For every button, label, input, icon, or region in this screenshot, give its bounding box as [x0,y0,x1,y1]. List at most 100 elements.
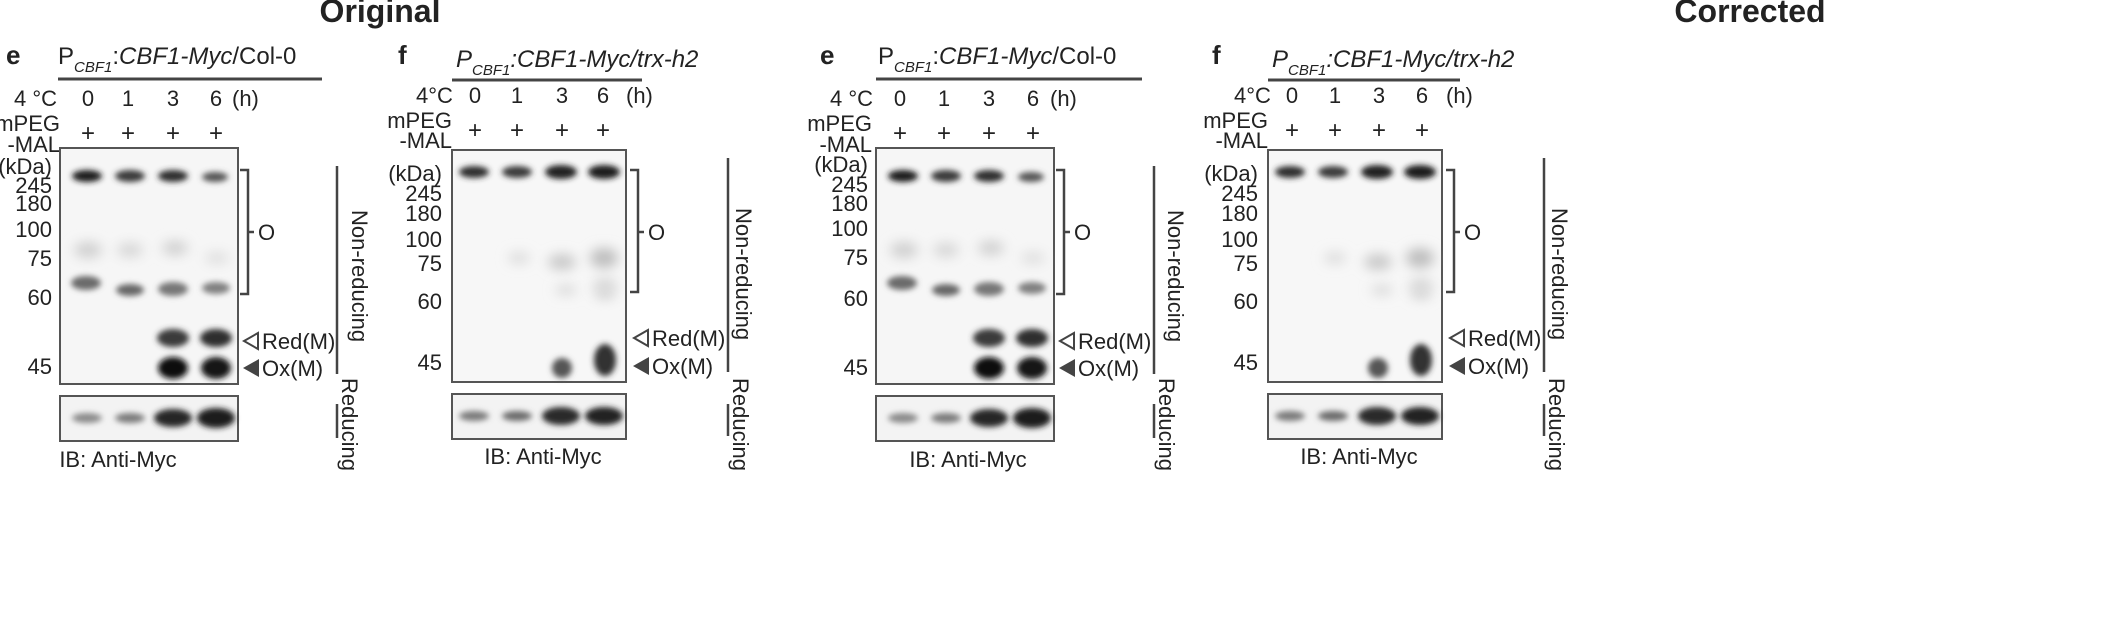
time-point-0h: 0 [1286,83,1298,108]
reagent-label-line1: mPEG [387,108,452,133]
bands-60kda [1371,285,1432,299]
time-point-3h: 3 [1373,83,1385,108]
panel-letter: e [820,40,834,70]
bands-oligomer [508,248,618,291]
temperature-label: 4 °C [830,86,873,111]
ox-band-label: Ox(M) [1468,354,1529,379]
marker-100: 100 [1221,227,1258,252]
blot-nonreducing [875,147,1055,385]
kda-label: (kDa) [388,161,442,186]
time-point-6h: 6 [597,83,609,108]
time-point-1h: 1 [122,86,134,111]
ib-label: IB: Anti-Myc [1300,444,1417,469]
reagent-label-line2: -MAL [1215,128,1268,153]
kda-label: (kDa) [0,154,52,179]
oligomer-bracket [1446,168,1460,294]
bands-red-ox [973,329,1048,379]
genotype-label: PCBF1:CBF1-Myc/trx-h2 [456,46,698,79]
bands-red-ox [552,344,616,378]
temperature-label: 4°C [416,83,453,108]
mpeg-plus-lane2: + [121,120,135,147]
time-point-3h: 3 [556,83,568,108]
bands-red-ox [157,329,232,379]
ox-band-label: Ox(M) [652,354,713,379]
reducing-label: Reducing [1544,378,1569,471]
genotype-label: PCBF1:CBF1-Myc/trx-h2 [1272,46,1514,79]
mpeg-plus-lane3: + [166,120,180,147]
red-band-label: Red(M) [1078,329,1151,354]
kda-label: (kDa) [814,152,868,177]
bands-reducing [888,408,1051,428]
kda-label: (kDa) [1204,161,1258,186]
temperature-label: 4 °C [14,86,57,111]
time-point-6h: 6 [1416,83,1428,108]
marker-245: 245 [1221,181,1258,206]
mpeg-plus-lane4: + [1026,120,1040,147]
mpeg-plus-lane3: + [1372,117,1386,144]
time-unit: (h) [232,86,259,111]
ox-arrowhead-icon [1059,359,1075,377]
panel-letter: f [1212,40,1221,70]
oligomer-label: O [1074,220,1091,245]
panel-original-f: f PCBF1:CBF1-Myc/trx-h2 4°C 0 1 3 6 (h) … [387,40,756,471]
marker-180: 180 [831,191,868,216]
panel-letter: e [6,40,20,70]
time-point-1h: 1 [511,83,523,108]
oligomer-bracket [630,168,644,294]
ib-label: IB: Anti-Myc [59,447,176,472]
time-point-3h: 3 [983,86,995,111]
mpeg-plus-lane4: + [596,117,610,144]
bands-top [459,165,620,179]
reagent-label-line2: -MAL [399,128,452,153]
reducing-label: Reducing [728,378,753,471]
marker-75: 75 [844,245,868,270]
time-unit: (h) [1446,83,1473,108]
marker-245: 245 [831,172,868,197]
bands-top [1275,165,1436,179]
mpeg-plus-lane2: + [937,120,951,147]
reagent-label-line1: mPEG [807,111,872,136]
time-point-6h: 6 [1027,86,1039,111]
ox-arrowhead-icon [243,359,259,377]
bands-60kda [555,285,616,299]
ox-arrowhead-icon [633,357,649,375]
blot-nonreducing [59,147,239,385]
time-unit: (h) [626,83,653,108]
nonreducing-label: Non-reducing [347,210,372,342]
time-point-3h: 3 [167,86,179,111]
mpeg-plus-lane1: + [81,120,95,147]
panel-original-e: e PCBF1:CBF1-Myc/Col-0 4 °C 0 1 3 6 (h) … [0,40,372,472]
marker-60: 60 [1234,289,1258,314]
time-point-1h: 1 [938,86,950,111]
time-unit: (h) [1050,86,1077,111]
bands-reducing [72,408,235,428]
bands-60kda [887,276,1046,296]
red-arrowhead-icon [1057,331,1075,351]
ib-label: IB: Anti-Myc [484,444,601,469]
marker-75: 75 [1234,251,1258,276]
marker-45: 45 [28,354,52,379]
mpeg-plus-lane4: + [1415,117,1429,144]
marker-45: 45 [1234,350,1258,375]
temperature-label: 4°C [1234,83,1271,108]
marker-245: 245 [405,181,442,206]
bands-60kda [71,276,230,296]
time-point-0h: 0 [82,86,94,111]
bands-reducing [1275,407,1439,425]
genotype-label: PCBF1:CBF1-Myc/Col-0 [878,43,1116,76]
marker-60: 60 [28,285,52,310]
red-band-label: Red(M) [262,329,335,354]
ox-arrowhead-icon [1449,357,1465,375]
panel-letter: f [398,40,407,70]
bands-reducing [459,407,623,425]
red-arrowhead-icon [241,331,259,351]
mpeg-plus-lane4: + [209,120,223,147]
time-point-1h: 1 [1329,83,1341,108]
bands-red-ox [1368,344,1432,378]
header-original: Original [320,0,441,29]
reagent-label-line2: -MAL [819,132,872,157]
marker-180: 180 [1221,201,1258,226]
marker-245: 245 [15,173,52,198]
ib-label: IB: Anti-Myc [909,447,1026,472]
reagent-label-line1: mPEG [0,111,60,136]
